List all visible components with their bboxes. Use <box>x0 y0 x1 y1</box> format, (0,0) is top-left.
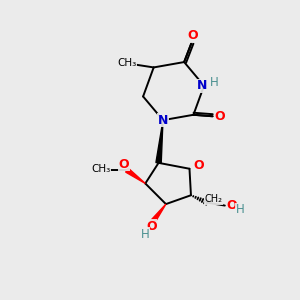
Text: N: N <box>158 114 168 127</box>
Text: N: N <box>197 79 208 92</box>
Polygon shape <box>126 168 145 184</box>
Text: H: H <box>141 228 150 241</box>
Text: O: O <box>119 158 129 171</box>
Polygon shape <box>156 120 163 163</box>
Text: O: O <box>193 159 204 172</box>
Text: CH₃: CH₃ <box>118 58 137 68</box>
Text: CH₂: CH₂ <box>205 194 223 204</box>
Text: O: O <box>146 220 157 233</box>
Text: O: O <box>214 110 225 123</box>
Text: H: H <box>210 76 219 89</box>
Text: H: H <box>236 203 244 217</box>
Text: O: O <box>188 29 198 42</box>
Text: CH₃: CH₃ <box>91 164 110 174</box>
Polygon shape <box>151 204 166 223</box>
Text: O: O <box>227 199 238 212</box>
